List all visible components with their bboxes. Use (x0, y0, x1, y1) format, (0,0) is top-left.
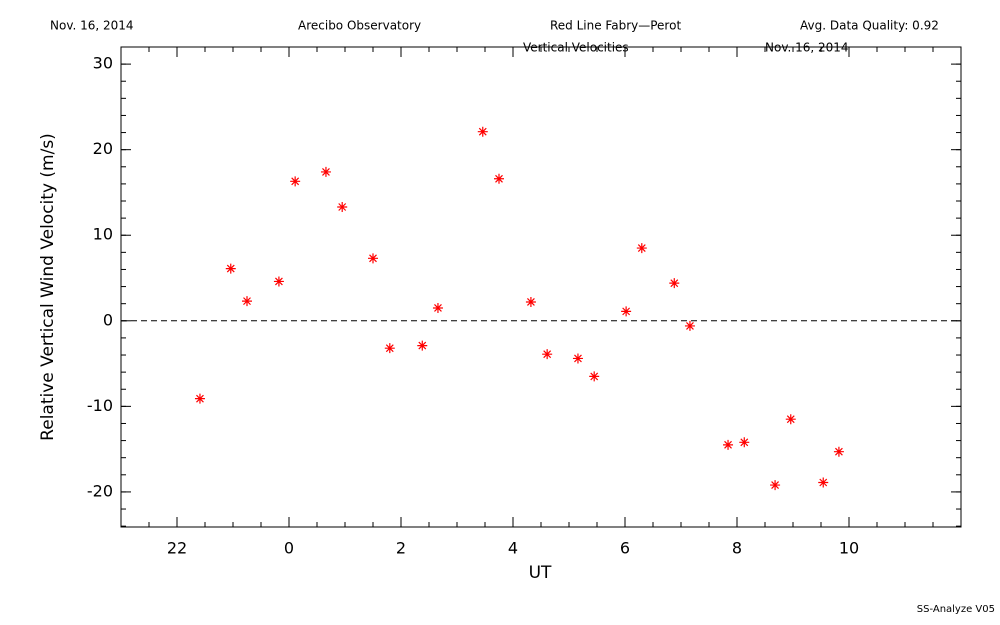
y-tick-label: -10 (87, 396, 113, 415)
plot-frame (120, 46, 962, 528)
point (572, 353, 583, 364)
point (723, 439, 734, 450)
x-tick-label: 0 (284, 539, 294, 558)
point (589, 371, 600, 382)
y-tick-label: 0 (103, 310, 113, 329)
y-axis-label: Relative Vertical Wind Velocity (m/s) (38, 133, 58, 441)
y-tick-label: 30 (93, 54, 113, 73)
footer: SS-Analyze V05 (917, 604, 995, 615)
point (337, 202, 348, 212)
point (194, 393, 205, 404)
header-instrument: Red Line Fabry—Perot (550, 19, 681, 33)
point (290, 176, 301, 187)
x-tick-label: 22 (167, 539, 187, 558)
point (684, 320, 695, 331)
point (669, 278, 680, 289)
point (273, 276, 284, 287)
point (525, 296, 536, 307)
header-quality: Avg. Data Quality: 0.92 (800, 19, 939, 33)
point (242, 296, 252, 307)
point (785, 414, 796, 425)
point (542, 349, 553, 360)
point (225, 263, 236, 274)
point (636, 243, 647, 254)
point (494, 173, 504, 184)
point (477, 126, 488, 137)
header-date: Nov. 16, 2014 (50, 19, 134, 33)
y-tick-label: 10 (93, 225, 113, 244)
point (417, 340, 428, 351)
x-tick-label: 10 (839, 539, 859, 558)
point (320, 166, 331, 177)
point (818, 477, 829, 488)
point (739, 437, 750, 448)
x-axis-label: UT (529, 563, 552, 583)
header-observatory: Arecibo Observatory (298, 19, 421, 33)
point (368, 253, 378, 264)
point (384, 343, 395, 354)
x-tick-label: 2 (396, 539, 406, 558)
x-tick-label: 8 (732, 539, 742, 558)
point (770, 480, 781, 491)
y-tick-label: -20 (87, 481, 113, 500)
point (621, 306, 632, 317)
point (833, 446, 844, 457)
x-tick-label: 4 (508, 539, 518, 558)
y-tick-label: 20 (93, 139, 113, 158)
point (432, 302, 443, 313)
x-tick-label: 6 (620, 539, 630, 558)
